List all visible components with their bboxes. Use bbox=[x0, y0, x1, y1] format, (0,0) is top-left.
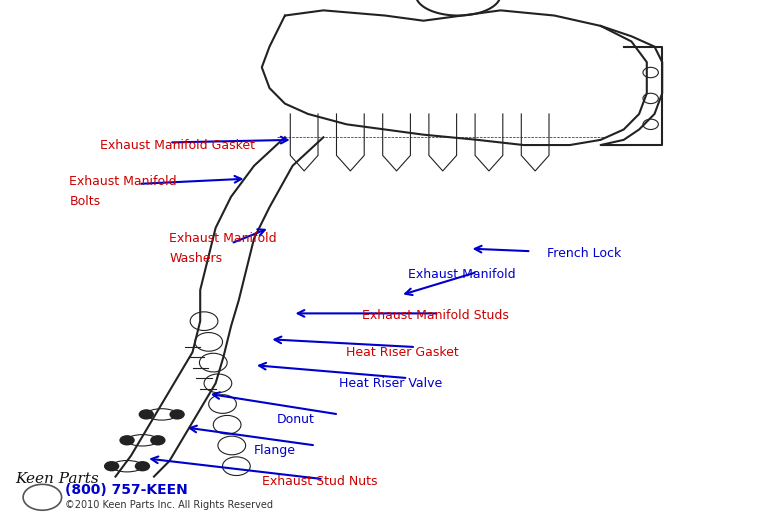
Text: (800) 757-KEEN: (800) 757-KEEN bbox=[65, 482, 188, 497]
Text: ©2010 Keen Parts Inc. All Rights Reserved: ©2010 Keen Parts Inc. All Rights Reserve… bbox=[65, 500, 273, 510]
Circle shape bbox=[119, 435, 135, 445]
Text: Flange: Flange bbox=[254, 444, 296, 457]
Text: Bolts: Bolts bbox=[69, 195, 100, 208]
Text: French Lock: French Lock bbox=[547, 247, 621, 261]
Text: Exhaust Manifold: Exhaust Manifold bbox=[69, 175, 177, 189]
Text: Exhaust Stud Nuts: Exhaust Stud Nuts bbox=[262, 475, 377, 488]
Text: Washers: Washers bbox=[169, 252, 223, 265]
Text: Exhaust Manifold: Exhaust Manifold bbox=[408, 268, 516, 281]
Circle shape bbox=[135, 461, 150, 471]
Text: Donut: Donut bbox=[277, 413, 315, 426]
Text: Keen Parts: Keen Parts bbox=[15, 472, 99, 486]
Text: Exhaust Manifold: Exhaust Manifold bbox=[169, 232, 277, 246]
Circle shape bbox=[139, 409, 154, 420]
Circle shape bbox=[104, 461, 119, 471]
Circle shape bbox=[150, 435, 166, 445]
Circle shape bbox=[169, 409, 185, 420]
Text: Heat Riser Valve: Heat Riser Valve bbox=[339, 377, 442, 390]
Text: Exhaust Manifold Gasket: Exhaust Manifold Gasket bbox=[100, 138, 255, 152]
Text: Exhaust Manifold Studs: Exhaust Manifold Studs bbox=[362, 309, 509, 323]
Text: Heat Riser Gasket: Heat Riser Gasket bbox=[346, 346, 459, 359]
